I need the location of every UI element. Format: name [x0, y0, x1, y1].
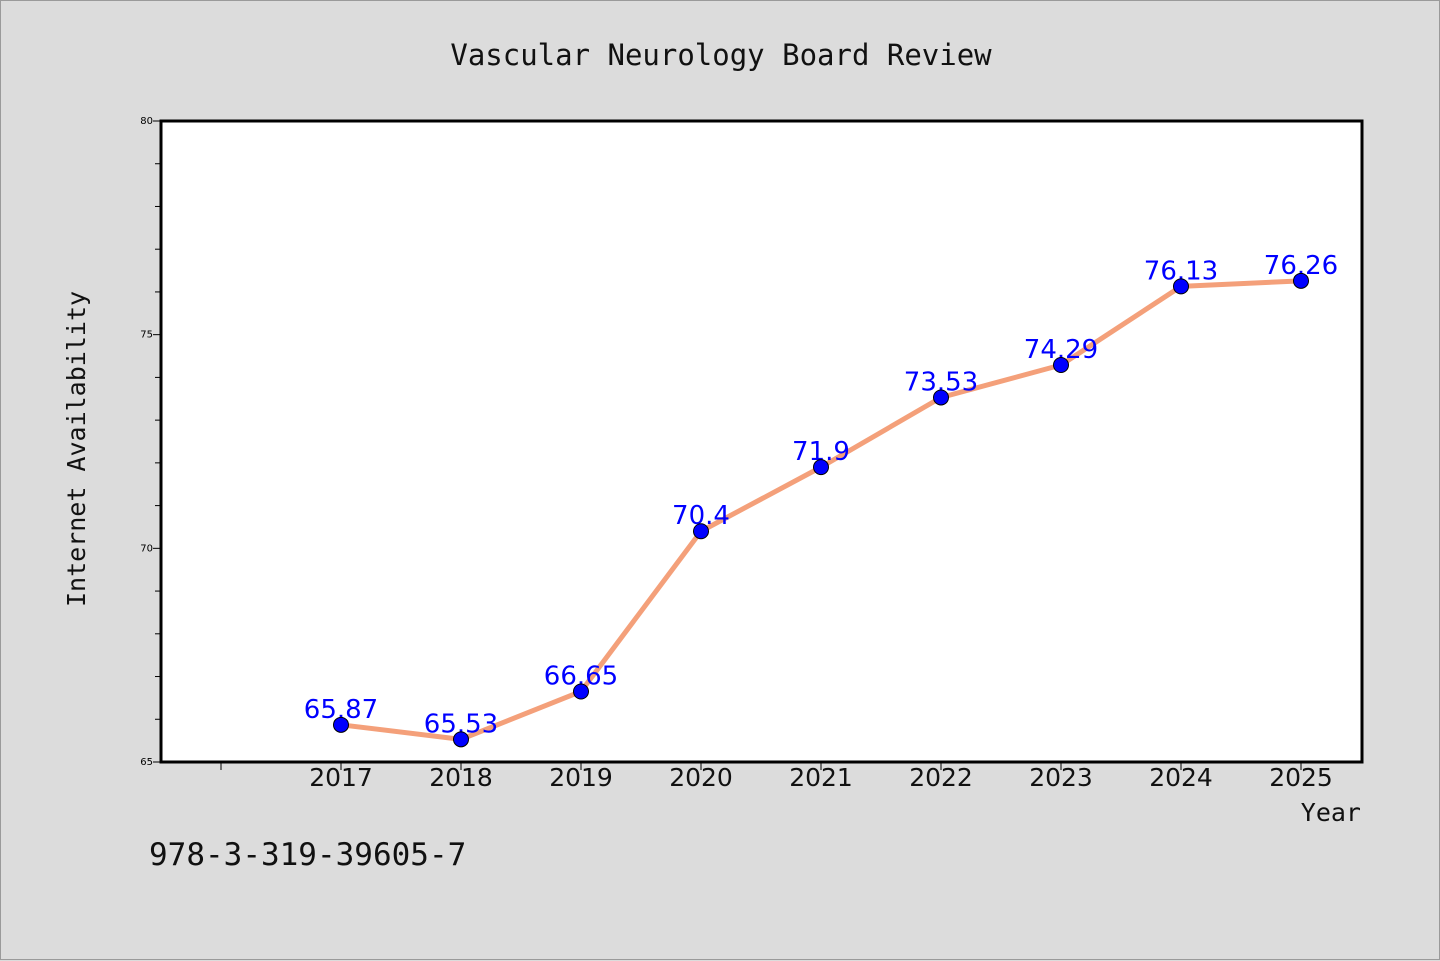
x-tick-label: 2025 — [1269, 763, 1333, 792]
y-axis: 65 70 75 80 — [140, 116, 161, 768]
x-axis-label: Year — [1301, 798, 1361, 827]
x-tick-label: 2018 — [429, 763, 493, 792]
data-point — [813, 459, 829, 476]
x-tick-label: 2024 — [1149, 763, 1213, 792]
x-tick-label: 2017 — [309, 763, 373, 792]
data-point — [453, 731, 469, 748]
x-tick-label: 2019 — [549, 763, 613, 792]
y-tick-label: 70 — [140, 543, 153, 554]
x-tick-label: 2023 — [1029, 763, 1093, 792]
y-axis-label: Internet Availability — [62, 291, 91, 607]
data-point — [333, 716, 349, 733]
footer-text: 978-3-319-39605-7 — [149, 837, 466, 873]
y-tick-label: 75 — [140, 330, 153, 341]
data-point — [1293, 272, 1309, 289]
data-point — [573, 683, 589, 700]
x-axis: 2017 2018 2019 2020 2021 2022 2023 2024 2025 — [220, 762, 1333, 792]
y-tick-label: 65 — [140, 757, 153, 768]
x-tick-label: 2020 — [669, 763, 733, 792]
y-tick-label: 80 — [140, 116, 153, 127]
data-point — [933, 389, 949, 406]
x-tick-label: 2021 — [789, 763, 853, 792]
plot-area — [159, 119, 1364, 764]
chart-title: Vascular Neurology Board Review — [450, 38, 992, 72]
data-point — [1053, 357, 1069, 374]
data-point — [1173, 278, 1189, 295]
x-tick-label: 2022 — [909, 763, 973, 792]
data-point — [693, 523, 709, 540]
